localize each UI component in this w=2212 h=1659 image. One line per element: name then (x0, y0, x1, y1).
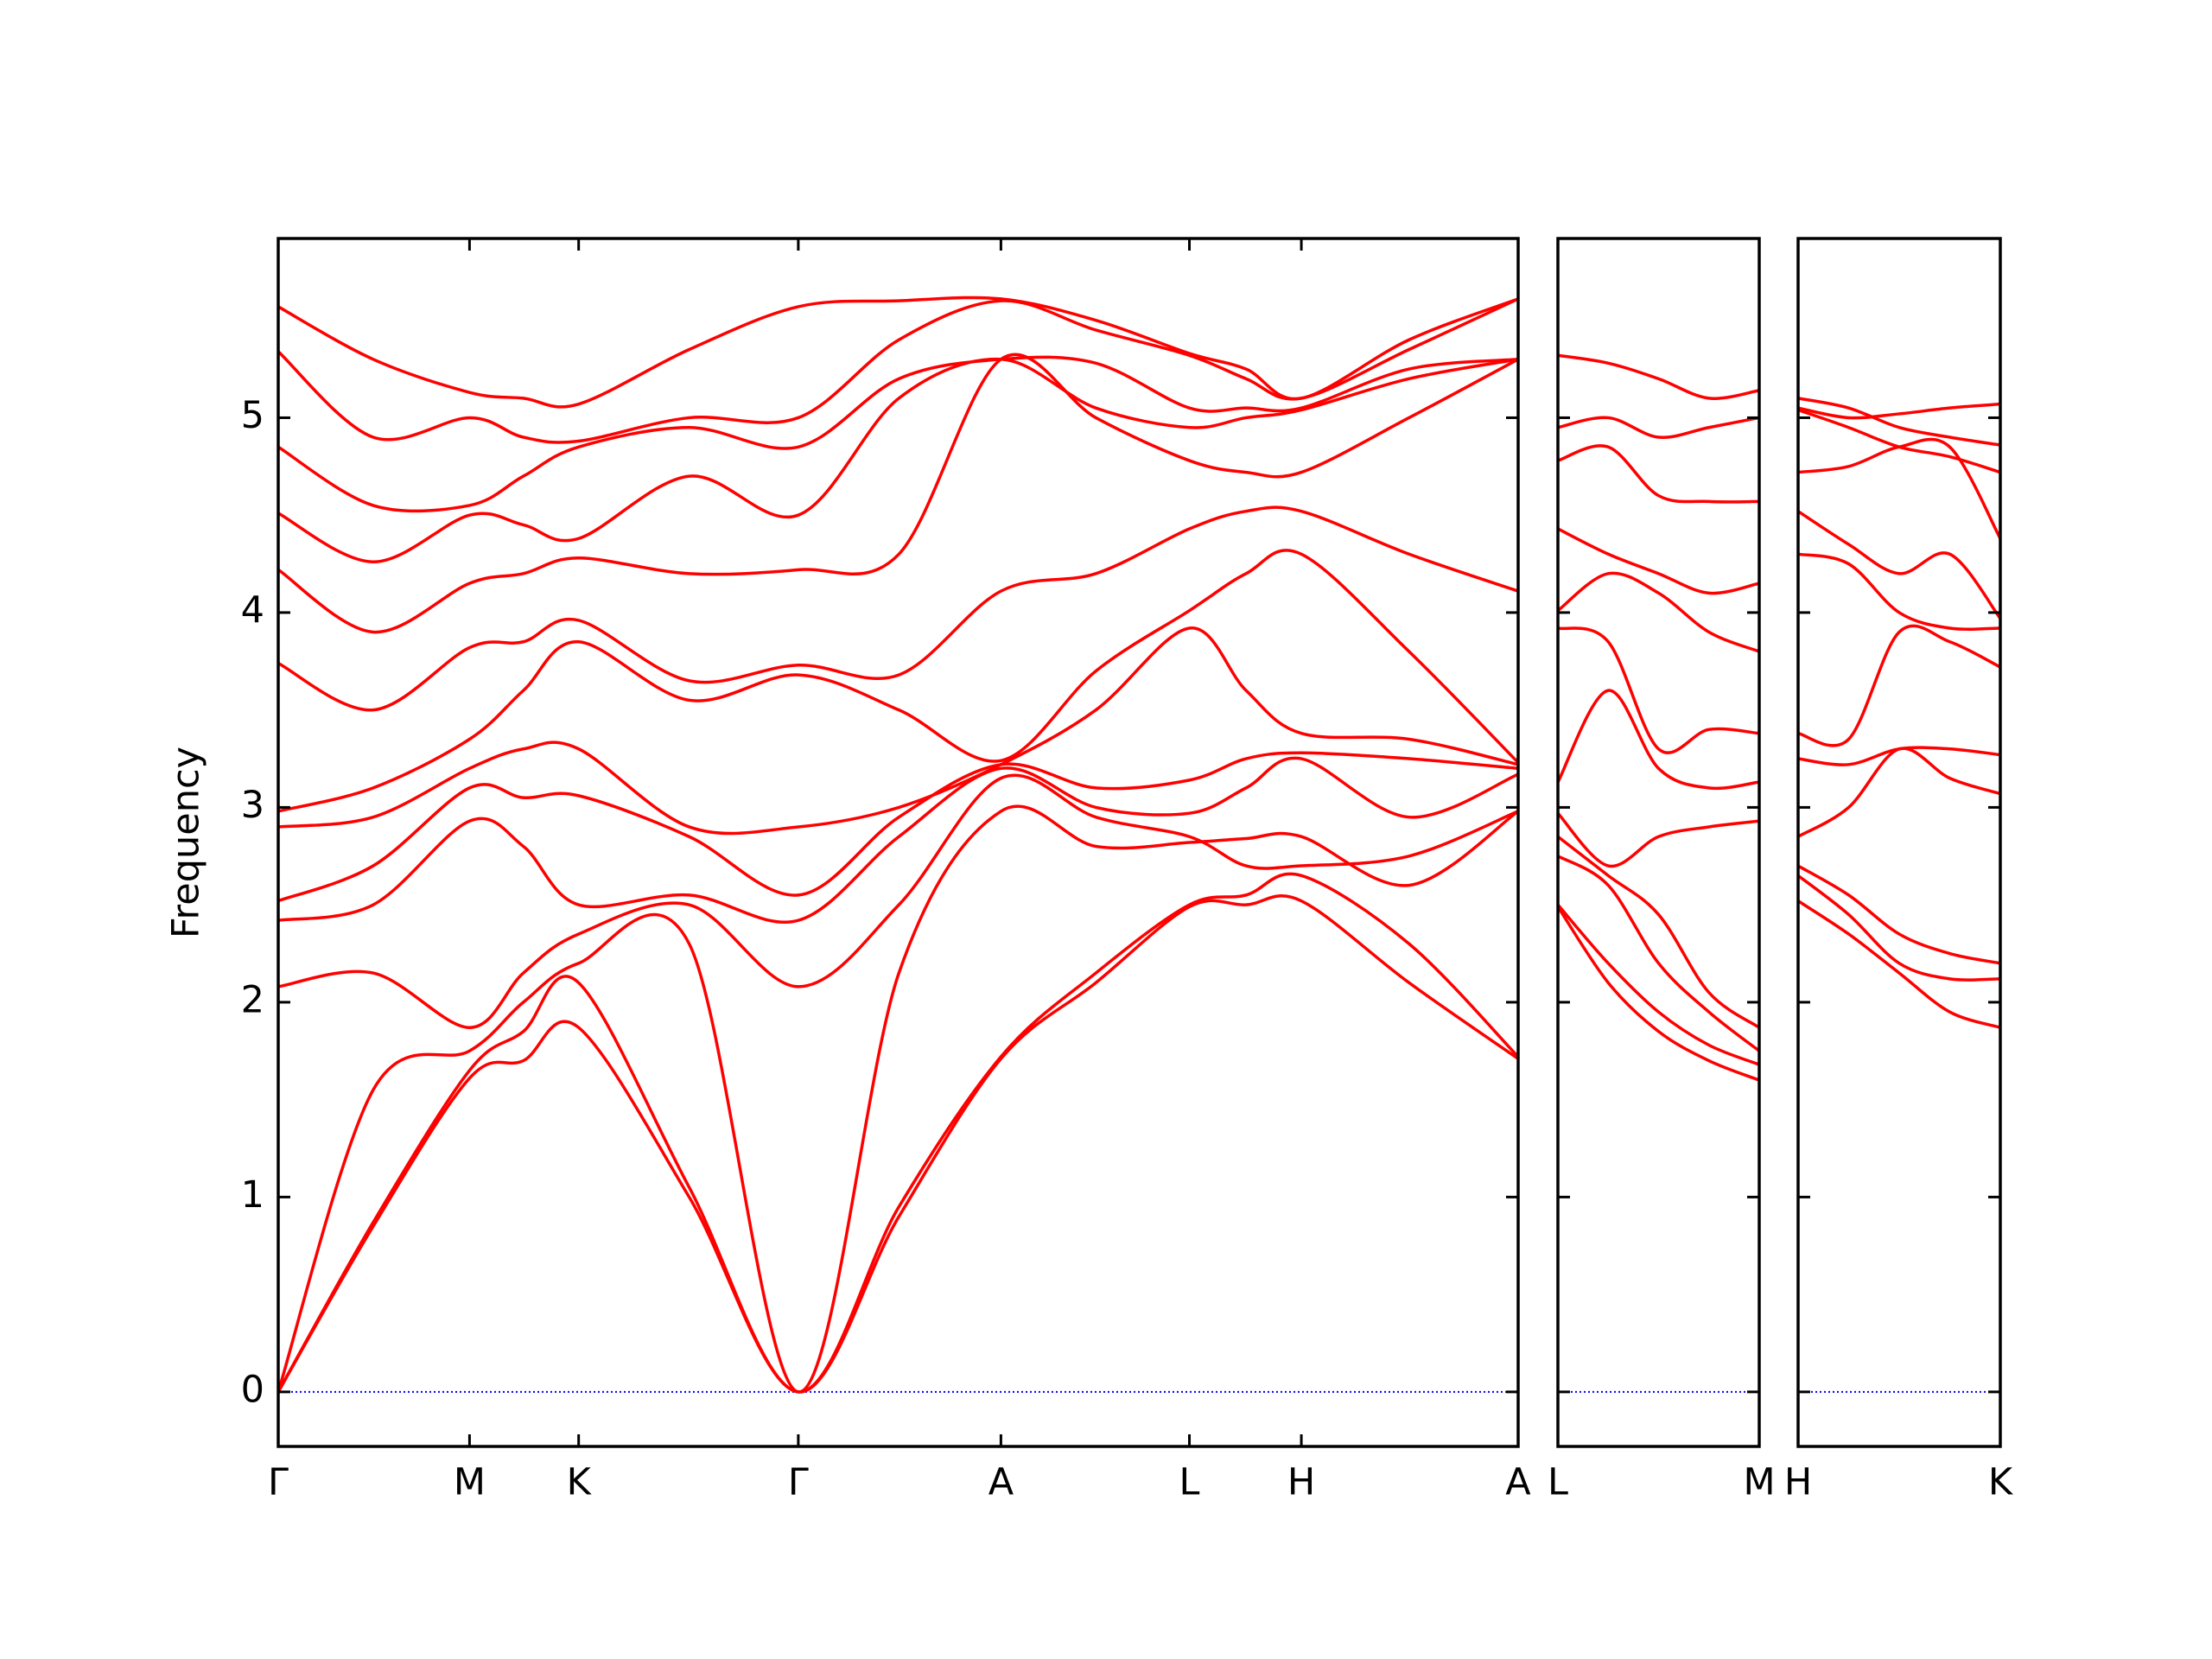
band-line (1557, 416, 1760, 439)
band-line (1557, 353, 1760, 400)
plot-frame (1556, 237, 1761, 1448)
band-line (276, 297, 1519, 444)
y-tick-label: 4 (241, 588, 264, 632)
x-tick-label: A (988, 1461, 1014, 1504)
band-line (276, 894, 1520, 1394)
band-line (1797, 402, 2001, 420)
band-line (1557, 527, 1760, 595)
band-line (1797, 552, 2001, 632)
band-line (277, 773, 1519, 1029)
band-line (1556, 904, 1760, 1066)
band-line (1797, 397, 2001, 447)
band-line (277, 353, 1519, 634)
y-axis-label: Frequency (165, 747, 208, 938)
band-line (1557, 855, 1761, 1052)
band-line (276, 872, 1520, 1394)
x-tick-label: Γ (268, 1461, 289, 1504)
band-line (277, 296, 1519, 409)
band-line (277, 751, 1519, 903)
band-line (277, 357, 1519, 564)
x-tick-label: L (1548, 1461, 1568, 1504)
band-line (1556, 571, 1760, 653)
x-tick-label: H (1287, 1461, 1315, 1504)
band-line (1797, 746, 2001, 766)
band-line (277, 549, 1520, 813)
band-line (1797, 408, 2001, 474)
band-line (1556, 835, 1760, 1029)
x-tick-label: A (1505, 1461, 1531, 1504)
band-line (276, 804, 1519, 1394)
band-line (277, 626, 1519, 836)
x-tick-label: K (567, 1461, 593, 1504)
x-tick-label: Γ (788, 1461, 809, 1504)
band-line (1556, 811, 1760, 868)
band-line (1557, 626, 1760, 754)
y-tick-label: 0 (241, 1368, 264, 1411)
band-line (1797, 864, 2001, 965)
band-line (1797, 510, 2002, 620)
plot-frame (276, 237, 1520, 1448)
x-tick-label: K (1988, 1461, 2014, 1504)
band-line (277, 355, 1519, 513)
band-line (1797, 899, 2001, 1029)
band-line (277, 505, 1519, 712)
band-line (1797, 624, 2001, 747)
y-tick-label: 5 (241, 394, 264, 437)
y-tick-label: 2 (241, 978, 264, 1021)
x-tick-label: H (1784, 1461, 1812, 1504)
band-line (1797, 747, 2001, 838)
plot-frame (1796, 237, 2002, 1448)
x-tick-label: M (454, 1461, 486, 1504)
y-tick-label: 1 (241, 1173, 264, 1217)
x-tick-label: L (1179, 1461, 1200, 1504)
band-line (1557, 444, 1760, 504)
band-line (1556, 689, 1760, 791)
y-tick-label: 3 (241, 784, 264, 827)
band-line (277, 756, 1519, 924)
band-line (1796, 874, 2001, 982)
band-line (1797, 437, 2002, 540)
x-tick-label: M (1743, 1461, 1775, 1504)
band-line (1556, 906, 1760, 1082)
